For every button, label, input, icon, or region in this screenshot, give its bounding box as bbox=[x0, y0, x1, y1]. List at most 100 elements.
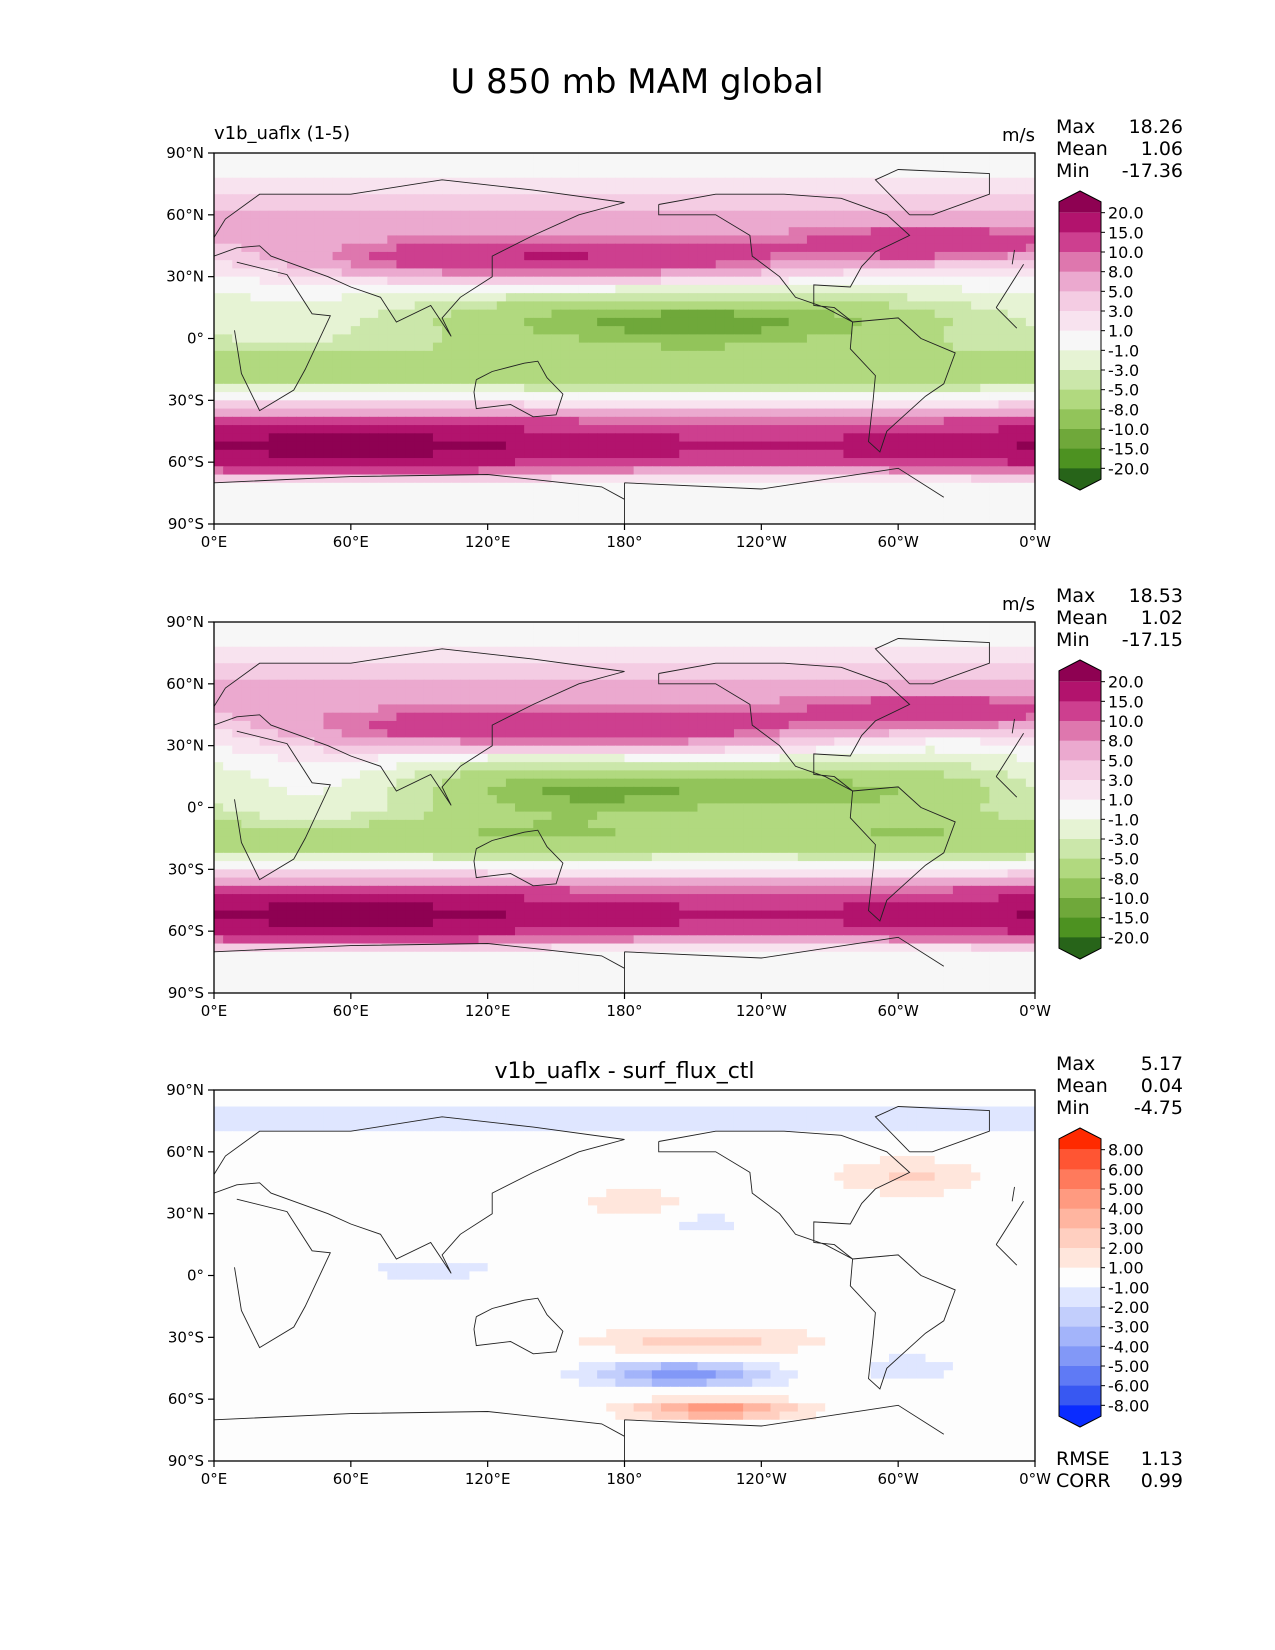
field-cell bbox=[633, 169, 644, 179]
field-cell bbox=[907, 654, 918, 664]
field-cell bbox=[350, 441, 361, 451]
field-cell bbox=[852, 260, 863, 270]
field-cell bbox=[332, 359, 343, 368]
field-cell bbox=[405, 309, 416, 319]
field-cell bbox=[752, 491, 762, 500]
field-cell bbox=[551, 515, 562, 524]
field-cell bbox=[478, 284, 489, 294]
field-cell bbox=[286, 466, 297, 476]
field-cell bbox=[442, 408, 452, 418]
field-cell bbox=[551, 185, 562, 195]
field-cell bbox=[296, 507, 306, 517]
field-cell bbox=[268, 301, 279, 311]
field-cell bbox=[952, 663, 963, 673]
field-cell bbox=[770, 646, 781, 656]
field-cell bbox=[843, 458, 854, 467]
field-cell bbox=[834, 441, 845, 451]
field-cell bbox=[396, 499, 407, 509]
field-cell bbox=[670, 425, 680, 434]
field-cell bbox=[733, 153, 744, 162]
field-cell bbox=[898, 334, 908, 344]
field-cell bbox=[816, 449, 826, 459]
field-cell bbox=[451, 654, 461, 664]
field-cell bbox=[952, 515, 963, 524]
field-cell bbox=[505, 515, 516, 524]
field-cell bbox=[314, 185, 325, 195]
field-cell bbox=[998, 367, 1009, 377]
field-cell bbox=[442, 400, 452, 410]
field-cell bbox=[341, 202, 352, 212]
field-cell bbox=[560, 317, 571, 327]
field-cell bbox=[697, 243, 708, 253]
field-cell bbox=[898, 441, 908, 451]
field-cell bbox=[314, 515, 325, 524]
field-cell bbox=[715, 507, 726, 517]
field-cell bbox=[296, 177, 306, 187]
field-cell bbox=[688, 408, 699, 418]
field-cell bbox=[268, 177, 279, 187]
field-cell bbox=[314, 466, 325, 476]
field-cell bbox=[460, 687, 471, 697]
field-cell bbox=[825, 482, 835, 492]
field-cell bbox=[898, 260, 908, 270]
field-cell bbox=[223, 359, 233, 368]
field-cell bbox=[816, 416, 826, 426]
field-cell bbox=[314, 400, 325, 410]
field-cell bbox=[487, 466, 498, 476]
field-cell bbox=[277, 646, 288, 656]
field-cell bbox=[788, 515, 799, 524]
field-cell bbox=[569, 293, 580, 302]
field-cell bbox=[779, 515, 790, 524]
field-cell bbox=[852, 638, 863, 648]
field-cell bbox=[624, 515, 635, 524]
field-cell bbox=[697, 218, 708, 228]
field-cell bbox=[505, 458, 516, 467]
field-cell bbox=[870, 449, 881, 459]
field-cell bbox=[715, 293, 726, 302]
field-cell bbox=[1025, 202, 1035, 212]
field-cell bbox=[697, 342, 708, 352]
field-cell bbox=[387, 260, 398, 270]
field-cell bbox=[241, 218, 252, 228]
field-cell bbox=[423, 235, 434, 245]
field-cell bbox=[588, 416, 598, 426]
field-cell bbox=[515, 663, 525, 673]
field-cell bbox=[423, 466, 434, 476]
field-cell bbox=[998, 499, 1009, 509]
field-cell bbox=[423, 515, 434, 524]
field-cell bbox=[597, 375, 607, 385]
field-cell bbox=[670, 392, 680, 401]
field-cell bbox=[515, 375, 525, 385]
field-cell bbox=[898, 161, 908, 171]
field-cell bbox=[943, 334, 954, 344]
field-cell bbox=[907, 268, 918, 278]
field-cell bbox=[569, 458, 580, 467]
field-cell bbox=[861, 466, 872, 476]
field-cell bbox=[660, 491, 671, 500]
field-cell bbox=[733, 416, 744, 426]
field-cell bbox=[542, 367, 553, 377]
field-cell bbox=[962, 491, 972, 500]
field-cell bbox=[542, 416, 553, 426]
field-cell bbox=[670, 654, 680, 664]
field-cell bbox=[889, 499, 899, 509]
field-cell bbox=[1016, 392, 1027, 401]
field-cell bbox=[296, 383, 306, 393]
field-cell bbox=[305, 449, 315, 459]
field-cell bbox=[934, 499, 945, 509]
field-cell bbox=[423, 416, 434, 426]
field-cell bbox=[907, 400, 918, 410]
field-cell bbox=[943, 466, 954, 476]
field-cell bbox=[505, 482, 516, 492]
field-cell bbox=[651, 177, 662, 187]
field-cell bbox=[670, 630, 680, 640]
field-cell bbox=[624, 375, 635, 385]
field-cell bbox=[624, 416, 635, 426]
field-cell bbox=[1016, 251, 1027, 261]
field-cell bbox=[852, 499, 863, 509]
field-cell bbox=[779, 408, 790, 418]
field-cell bbox=[578, 334, 589, 344]
field-cell bbox=[715, 350, 726, 360]
field-cell bbox=[861, 243, 872, 253]
field-cell bbox=[359, 260, 370, 270]
